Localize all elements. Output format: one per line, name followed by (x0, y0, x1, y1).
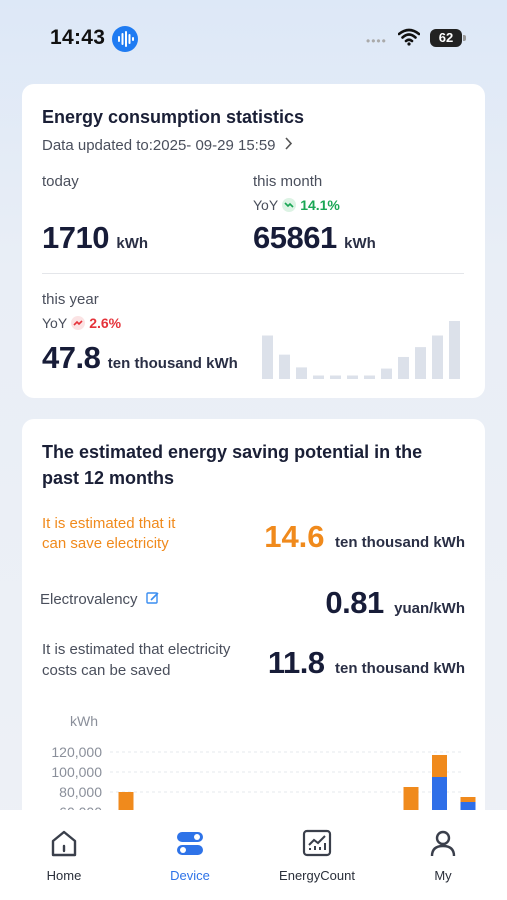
year-yoy: YoY 2.6% (42, 315, 121, 331)
tab-home-label: Home (46, 868, 82, 883)
year-label: this year (42, 291, 99, 308)
cost-value: 11.8 (267, 645, 325, 680)
tab-device-label: Device (170, 868, 210, 883)
consumption-title: Energy consumption statistics (42, 107, 305, 127)
year-value: 47.8 (42, 340, 101, 375)
status-time: 14:43 (50, 26, 106, 49)
tab-my-label: My (434, 868, 452, 883)
energy-chart-icon (302, 829, 332, 857)
year-yoy-label: YoY (42, 315, 68, 331)
today-label: today (42, 173, 79, 190)
tab-energycount-label: EnergyCount (279, 868, 355, 883)
today-value-row: 1710 kWh (42, 220, 148, 256)
consumption-card: Energy consumption statistics Data updat… (22, 84, 485, 398)
month-yoy-value: 14.1% (300, 197, 340, 213)
y-axis-label: kWh (70, 713, 98, 729)
save-value-row: 14.6 ten thousand kWh (264, 519, 465, 555)
trend-bar (279, 354, 290, 379)
month-value: 65861 (253, 220, 337, 255)
today-value: 1710 (42, 220, 109, 255)
divider (42, 273, 464, 274)
month-yoy: YoY 14.1% (253, 197, 340, 213)
signal-dots-icon: •••• (366, 34, 387, 48)
trend-bar (262, 335, 273, 379)
trend-bar (398, 356, 409, 379)
chevron-right-icon (284, 137, 293, 154)
tab-energycount[interactable]: EnergyCount (267, 810, 367, 900)
trend-bar (432, 335, 443, 379)
wifi-icon (398, 28, 420, 46)
person-icon (430, 830, 456, 857)
y-tick-label: 120,000 (51, 744, 102, 760)
save-value: 14.6 (264, 519, 325, 554)
y-tick-label: 80,000 (59, 784, 102, 800)
edit-icon[interactable] (146, 591, 160, 610)
tab-home[interactable]: Home (14, 810, 114, 900)
trend-down-icon (282, 198, 297, 212)
trend-up-icon (71, 316, 86, 330)
saving-title-line2: past 12 months (42, 468, 175, 488)
status-bar: 14:43 •••• 62 (0, 0, 507, 70)
data-updated-link[interactable]: Data updated to:2025- 09-29 15:59 (42, 137, 293, 154)
home-icon (51, 830, 77, 857)
cost-label-line1: It is estimated that electricity (42, 641, 231, 658)
price-unit: yuan/kWh (394, 600, 465, 617)
price-value: 0.81 (325, 585, 384, 620)
trend-bar (296, 367, 307, 379)
cost-value-row: 11.8 ten thousand kWh (268, 645, 465, 681)
trend-bar (347, 375, 358, 379)
tab-device[interactable]: Device (140, 810, 240, 900)
save-label-line1: It is estimated that it (42, 515, 176, 532)
cost-unit: ten thousand kWh (335, 660, 465, 677)
cost-label-line2: costs can be saved (42, 662, 171, 679)
device-icon (177, 832, 203, 855)
price-label: Electrovalency (40, 591, 138, 608)
year-unit: ten thousand kWh (107, 355, 238, 372)
year-value-row: 47.8 ten thousand kWh (42, 340, 238, 376)
year-trend-chart (262, 321, 460, 379)
month-value-row: 65861 kWh (253, 220, 376, 256)
month-yoy-label: YoY (253, 197, 279, 213)
today-unit: kWh (116, 235, 149, 252)
voice-recording-icon (112, 26, 138, 52)
trend-bar (313, 375, 324, 379)
save-unit: ten thousand kWh (335, 534, 465, 551)
trend-bar (415, 347, 426, 379)
trend-bar (330, 375, 341, 379)
year-yoy-value: 2.6% (89, 315, 122, 331)
save-label-line2: can save electricity (42, 535, 169, 552)
trend-bar (449, 321, 460, 379)
saving-card: The estimated energy saving potential in… (22, 419, 485, 839)
battery-icon: 62 (430, 29, 466, 47)
trend-bar (364, 375, 375, 379)
trend-bar (381, 368, 392, 379)
bottom-tab-bar: Home Device EnergyCount My (0, 810, 507, 900)
month-label: this month (253, 173, 323, 190)
tab-my[interactable]: My (393, 810, 493, 900)
month-unit: kWh (344, 235, 376, 252)
y-tick-label: 100,000 (51, 764, 102, 780)
price-value-row: 0.81 yuan/kWh (325, 585, 465, 621)
price-label-row[interactable]: Electrovalency (40, 591, 160, 610)
data-updated-text: Data updated to:2025- 09-29 15:59 (42, 137, 276, 154)
saving-title-line1: The estimated energy saving potential in… (42, 442, 423, 462)
